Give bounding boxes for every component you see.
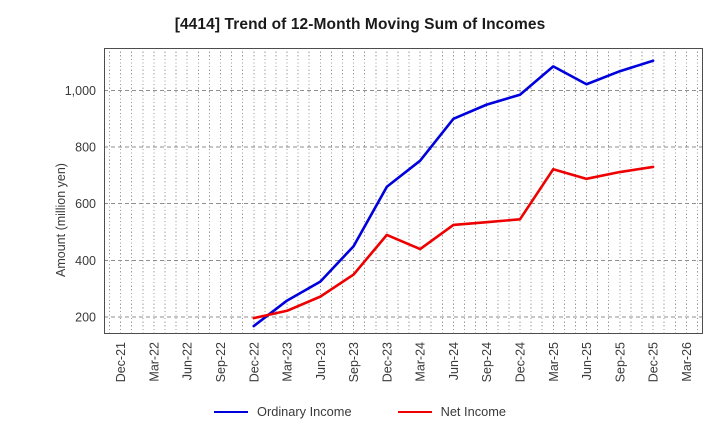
svg-text:Sep-24: Sep-24	[480, 342, 494, 382]
y-axis-ticks: 200 400 600 800 1,000	[65, 84, 96, 325]
svg-text:Dec-25: Dec-25	[647, 342, 661, 382]
svg-text:Dec-22: Dec-22	[247, 342, 261, 382]
x-axis-ticks: Dec-21 Mar-22 Jun-22 Sep-22 Dec-22 Mar-23 Jun-…	[114, 342, 694, 382]
svg-text:1,000: 1,000	[65, 84, 96, 98]
svg-text:Mar-24: Mar-24	[414, 342, 428, 382]
svg-text:Jun-25: Jun-25	[580, 342, 594, 380]
svg-text:Mar-22: Mar-22	[147, 342, 161, 382]
legend-swatch-line-icon	[213, 410, 248, 413]
svg-text:Mar-26: Mar-26	[680, 342, 694, 382]
legend-item-net-income[interactable]: Net Income	[397, 404, 507, 419]
legend-label: Net Income	[440, 404, 507, 419]
svg-text:800: 800	[75, 141, 96, 155]
svg-text:400: 400	[75, 254, 96, 268]
plot-frame	[103, 47, 704, 335]
data-series	[252, 59, 655, 328]
svg-text:Dec-23: Dec-23	[380, 342, 394, 382]
svg-text:Sep-25: Sep-25	[613, 342, 627, 382]
svg-text:Sep-22: Sep-22	[214, 342, 228, 382]
svg-text:Mar-23: Mar-23	[281, 342, 295, 382]
svg-text:Mar-25: Mar-25	[547, 342, 561, 382]
svg-text:Dec-21: Dec-21	[114, 342, 128, 382]
chart-legend: Ordinary Income Net Income	[0, 404, 720, 419]
legend-item-ordinary-income[interactable]: Ordinary Income	[213, 404, 352, 419]
gridlines	[104, 48, 703, 334]
svg-text:Jun-23: Jun-23	[314, 342, 328, 380]
svg-text:200: 200	[75, 311, 96, 325]
svg-text:Jun-24: Jun-24	[447, 342, 461, 380]
legend-swatch-line-icon	[397, 410, 432, 413]
legend-label: Ordinary Income	[256, 404, 352, 419]
chart-title: [4414] Trend of 12-Month Moving Sum of I…	[174, 16, 546, 33]
svg-text:Jun-22: Jun-22	[181, 342, 195, 380]
svg-text:Dec-24: Dec-24	[513, 342, 527, 382]
svg-text:600: 600	[75, 197, 96, 211]
svg-text:Sep-23: Sep-23	[347, 342, 361, 382]
